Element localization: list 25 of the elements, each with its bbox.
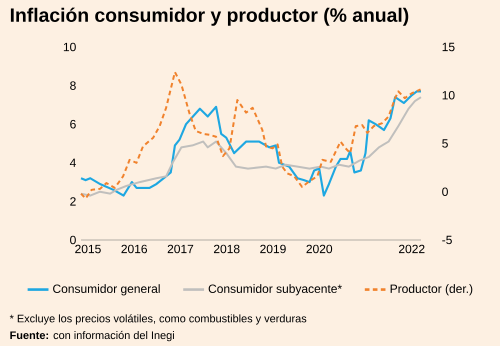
y-tick-label: 10 (64, 42, 76, 52)
text: * Excluye los precios volátiles, como combustibles y verduras (10, 314, 306, 325)
y-tick-label: 4 (70, 158, 76, 167)
chart-title: Inflación consumidor y productor (% anual) (10, 8, 408, 26)
x-tick-label: 2019 (260, 244, 286, 254)
x-tick-label: 2022 (399, 244, 424, 254)
text: Fuente: con información del Inegi (10, 330, 174, 342)
y-tick-label: 0 (70, 236, 76, 244)
x-tick-label: 2020 (306, 244, 332, 254)
y2-tick-label: 5 (442, 139, 448, 148)
legend-label: Productor (der.) (390, 284, 472, 296)
line-series (80, 71, 422, 200)
x-tick-label: 2018 (214, 244, 240, 254)
y2-tick-label: 15 (442, 42, 455, 52)
x-tick-label: 2015 (75, 244, 101, 254)
y2-tick-label: 10 (442, 90, 455, 100)
legend-label: Consumidor subyacente* (208, 284, 342, 296)
x-tick-label: 2016 (121, 244, 148, 254)
x-tick-label: 2017 (168, 244, 194, 254)
y-tick-label: 6 (70, 120, 76, 128)
y2-tick-label: 0 (442, 187, 448, 196)
y-tick-label: 2 (70, 197, 76, 206)
legend-label: Consumidor general (53, 284, 160, 296)
y2-tick-label: -5 (442, 236, 452, 244)
y-tick-label: 8 (70, 81, 76, 90)
